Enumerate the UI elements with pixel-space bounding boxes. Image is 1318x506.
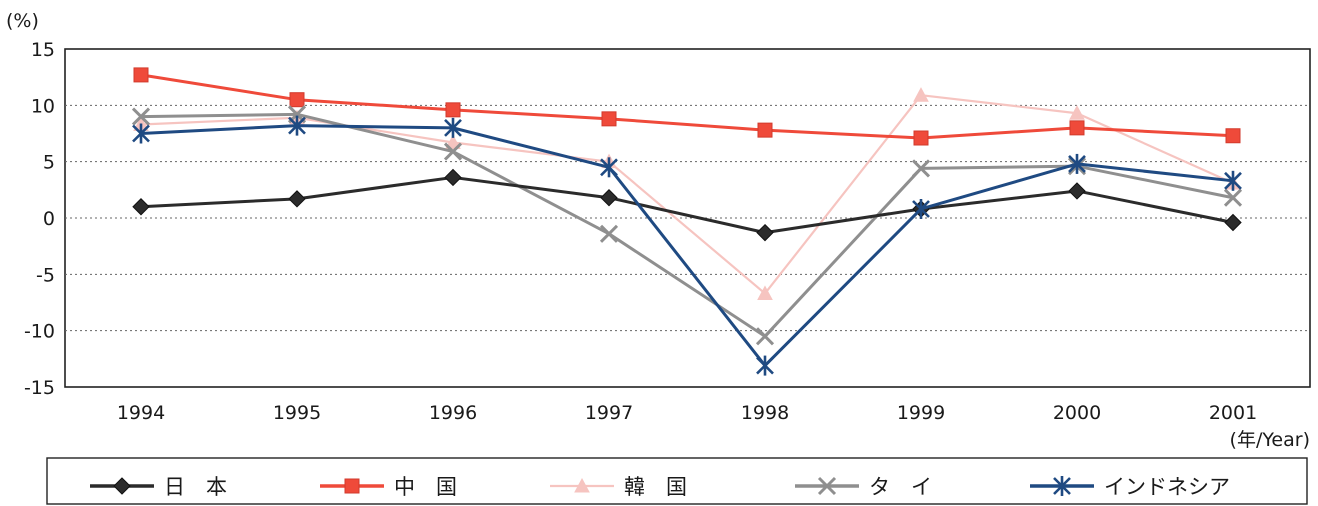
data-point: [1068, 153, 1086, 174]
legend: 日 本 中 国 韓 国 タ イ インドネシア: [46, 457, 1308, 505]
marker-stroke: [131, 107, 151, 126]
data-point: [912, 198, 930, 219]
legend-entry: 韓 国: [550, 475, 687, 499]
legend-marker: [574, 477, 590, 493]
data-point: [1223, 188, 1243, 207]
data-point: [1224, 213, 1242, 232]
y-tick-label: -5: [36, 264, 55, 286]
series-group: [133, 67, 1241, 146]
x-tick-label: 2001: [1209, 402, 1257, 424]
series-line: [140, 73, 1234, 140]
x-tick-label: 1994: [117, 402, 165, 424]
x-tick-label: 1998: [741, 402, 789, 424]
legend-entry: 日 本: [90, 475, 227, 499]
data-point: [911, 159, 931, 178]
data-point: [599, 224, 619, 243]
data-point: [757, 285, 773, 300]
data-point: [288, 190, 306, 208]
data-point: [132, 123, 150, 144]
legend-label: 中 国: [394, 475, 457, 499]
data-point: [443, 142, 463, 161]
legend-label: インドネシア: [1104, 475, 1230, 499]
data-point: [1224, 170, 1242, 191]
y-tick-label: 10: [31, 95, 55, 117]
plot-area: [64, 48, 1311, 388]
x-unit-label: (年/Year): [1230, 429, 1310, 451]
x-tick-label: 1995: [273, 402, 321, 424]
data-point: [288, 115, 306, 136]
legend-entry: 中 国: [320, 475, 457, 499]
legend-marker: [817, 476, 837, 496]
y-tick-label: 0: [43, 208, 55, 230]
y-tick-label: -15: [24, 377, 55, 399]
y-tick-label: 5: [43, 152, 55, 174]
series-group: [132, 168, 1242, 242]
marker-stroke: [911, 159, 931, 178]
legend-entry: タ イ: [795, 475, 932, 499]
data-point: [444, 117, 462, 138]
data-point: [755, 327, 775, 346]
data-point: [756, 223, 774, 242]
y-tick-label: -10: [24, 321, 55, 343]
series-line: [140, 175, 1234, 235]
y-tick-label: 15: [31, 39, 55, 61]
series-group: [132, 115, 1242, 376]
data-point: [600, 189, 618, 207]
x-tick-label: 2000: [1053, 402, 1101, 424]
data-point: [1069, 105, 1085, 120]
axes: 15 10 5 0 -5 -10 -15 (%) 1994 1995 1996 1997 1998 199…: [6, 10, 1310, 451]
data-point: [913, 87, 929, 102]
data-point: [601, 111, 617, 127]
marker-stroke: [817, 476, 837, 496]
legend-label: 日 本: [164, 475, 227, 499]
data-point: [445, 134, 461, 150]
data-point: [913, 130, 929, 146]
marker-stroke: [443, 142, 463, 161]
legend-marker: [344, 478, 360, 494]
legend-frame: [46, 457, 1308, 505]
data-point: [1225, 128, 1241, 144]
x-tick-label: 1999: [897, 402, 945, 424]
data-point: [756, 355, 774, 376]
marker-stroke: [599, 224, 619, 243]
series-group: [131, 105, 1243, 346]
data-point: [289, 92, 305, 108]
y-unit-label: (%): [6, 10, 39, 32]
x-tick-label: 1996: [429, 402, 477, 424]
legend-entry: インドネシア: [1030, 475, 1230, 499]
data-point: [444, 168, 462, 187]
plot-frame: [64, 48, 1311, 388]
data-point: [131, 107, 151, 126]
legend-label: 韓 国: [624, 475, 687, 499]
data-point: [445, 102, 461, 118]
data-point: [757, 122, 773, 138]
x-tick-label: 1997: [585, 402, 633, 424]
marker-stroke: [755, 327, 775, 346]
data-point: [133, 67, 149, 83]
series-line: [140, 124, 1234, 368]
series-lines: [131, 67, 1243, 376]
data-point: [1069, 120, 1085, 136]
marker-stroke: [1223, 188, 1243, 207]
legend-marker: [113, 477, 131, 495]
legend-label: タ イ: [869, 475, 932, 499]
series-line: [140, 112, 1234, 338]
data-point: [132, 198, 150, 216]
legend-marker: [1053, 476, 1071, 496]
data-point: [600, 157, 618, 178]
data-point: [1068, 182, 1086, 200]
